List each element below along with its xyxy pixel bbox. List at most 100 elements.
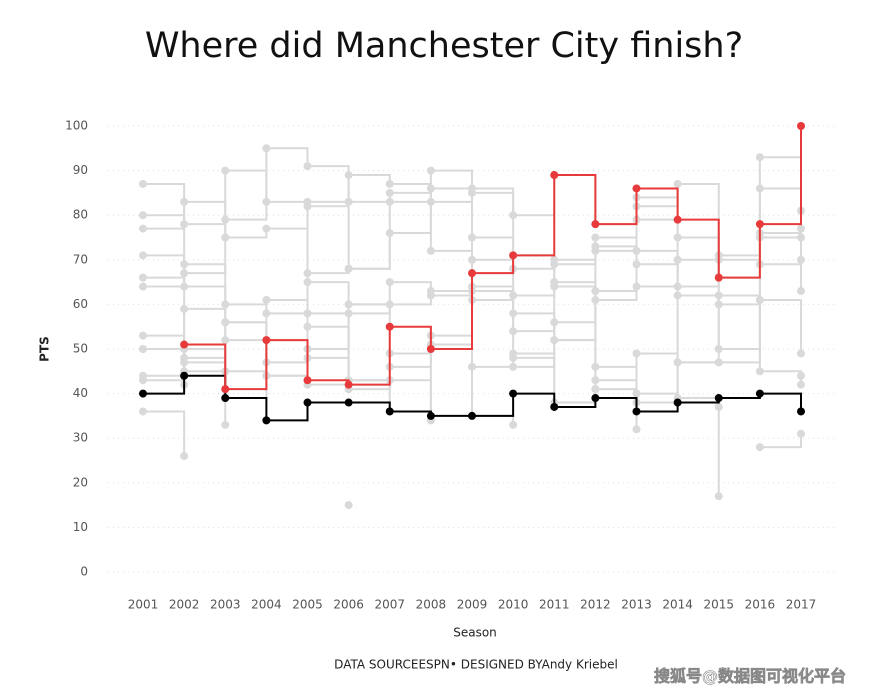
y-tick-label: 100 [65,119,88,133]
series-point [262,336,271,345]
other-team-point [385,179,394,188]
series-point [550,171,559,180]
other-team-point [385,278,394,287]
other-team-point [139,211,147,220]
series-point [385,407,394,416]
series-point [591,220,600,229]
other-team-point [632,425,641,434]
other-team-point [385,300,394,309]
series-point [344,398,353,407]
other-team-point [632,349,641,358]
other-team-point [303,322,312,331]
other-team-point [550,318,559,327]
other-team-point [139,282,147,291]
series-point [262,416,271,425]
other-team-point [797,224,805,233]
series-point [221,394,230,403]
other-team-point [139,331,147,340]
x-tick-label: 2003 [210,598,241,612]
y-tick-label: 60 [73,297,88,311]
other-team-point [303,278,312,287]
other-team-point [509,420,518,429]
other-team-line [143,276,227,425]
footer: DATA SOURCEESPN• DESIGNED BYAndy Kriebel [334,658,618,672]
series-point [468,411,476,420]
other-team-point [180,260,189,269]
other-team-point [755,184,764,193]
watermark: 搜狐号@数据图可视化平台 [654,667,846,686]
other-team-point [180,197,189,206]
y-tick-label: 10 [73,520,88,534]
series-point [221,385,230,394]
other-team-point [139,345,147,353]
chart-title: Where did Manchester City finish? [145,26,743,66]
other-team-point [714,492,723,501]
x-tick-label: 2005 [292,598,323,612]
other-team-point [673,179,682,188]
other-team-point [426,184,435,193]
x-tick-label: 2017 [786,598,817,612]
other-team-point [385,188,394,197]
x-tick-label: 2001 [128,598,159,612]
series-point [755,220,764,229]
other-team-point [755,367,764,376]
other-team-point [139,371,147,380]
other-team-point [797,380,805,389]
series-point [509,389,518,398]
series-point [385,322,394,331]
series-point [673,215,682,224]
other-team-point [426,166,435,175]
series-point [797,122,805,130]
other-team-point [755,153,764,162]
other-team-point [180,452,189,461]
other-team-point [139,273,147,282]
y-tick-label: 70 [73,252,88,266]
other-team-point [591,287,600,296]
x-tick-label: 2004 [251,598,282,612]
series-point [797,407,805,416]
other-team-point [797,429,805,438]
other-team-point [797,255,805,264]
series-point [344,380,353,389]
x-tick-label: 2015 [703,598,734,612]
x-tick-label: 2013 [621,598,652,612]
other-team-point [591,376,600,385]
series-point [755,389,764,398]
other-team-point [344,501,353,510]
other-team-point [550,260,559,269]
other-team-point [797,287,805,296]
x-tick-label: 2009 [457,598,488,612]
other-team-point [797,233,805,242]
other-team-point [591,246,600,255]
series-line [143,374,802,422]
x-tick-label: 2002 [169,598,200,612]
other-team-point [303,202,312,211]
other-team-point [139,179,147,188]
other-team-point [591,385,600,394]
other-team-point [221,166,230,175]
series-point [714,273,723,282]
y-tick-label: 90 [73,163,88,177]
x-axis-label: Season [453,626,497,640]
x-tick-label: 2016 [745,598,776,612]
y-tick-label: 0 [80,565,88,579]
other-team-point [139,224,147,233]
y-tick-label: 30 [73,431,88,445]
other-team-point [180,353,189,362]
series-point [673,398,682,407]
other-team-point [797,349,805,358]
other-team-point [468,362,476,371]
series-point [139,389,147,398]
x-tick-label: 2011 [539,598,570,612]
other-team-point [262,144,271,153]
other-team-point [262,224,271,233]
series-point [180,340,189,349]
other-team-point [344,197,353,206]
series-point [632,184,641,193]
y-tick-label: 40 [73,386,88,400]
other-team-point [385,229,394,238]
other-team-point [755,443,764,452]
other-team-point [550,278,559,287]
other-team-point [426,291,435,300]
